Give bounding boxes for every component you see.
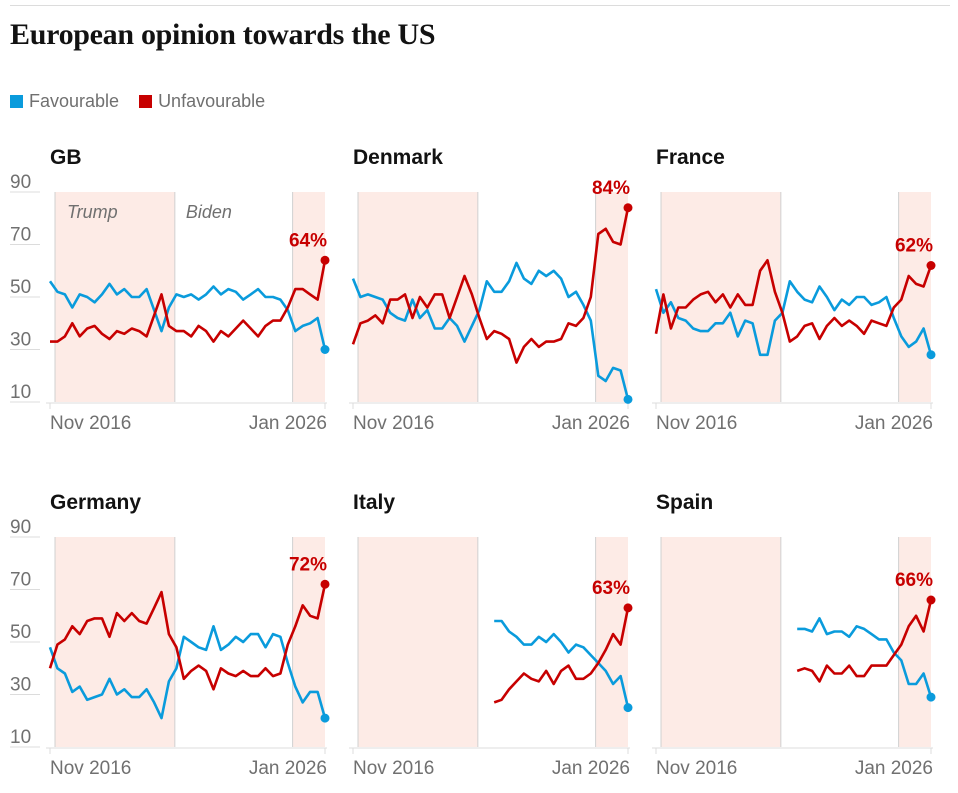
series-line-unfavourable <box>351 207 630 364</box>
period-shade-trump <box>55 537 175 747</box>
x-tick-label: Jan 2026 <box>855 758 933 779</box>
period-shade-trump <box>898 192 931 402</box>
x-tick-label: Nov 2016 <box>50 758 131 779</box>
end-point-favourable <box>320 345 330 354</box>
series-line-favourable <box>351 261 630 400</box>
end-value-label: 66% <box>895 570 933 591</box>
legend-swatch-unfavourable <box>139 95 153 108</box>
series-line-unfavourable <box>493 607 630 704</box>
series-line-unfavourable <box>48 584 327 691</box>
end-point-favourable <box>623 394 633 404</box>
series-line-unfavourable <box>50 260 327 343</box>
panel-title-denmark: Denmark <box>353 146 443 169</box>
x-tick-label: Nov 2016 <box>353 413 434 434</box>
series-line-unfavourable <box>654 259 933 343</box>
x-tick-label: Nov 2016 <box>353 758 434 779</box>
end-point-unfavourable <box>320 579 330 589</box>
panel-title-spain: Spain <box>656 491 713 514</box>
end-point-unfavourable <box>623 203 633 213</box>
legend-item-unfavourable: Unfavourable <box>139 91 265 112</box>
y-tick-label: 10 <box>10 727 31 748</box>
legend-label-unfavourable: Unfavourable <box>158 91 266 111</box>
period-shade-trump <box>898 537 931 747</box>
y-tick-label: 90 <box>10 172 31 193</box>
panel-title-gb: GB <box>50 146 82 169</box>
end-value-label: 72% <box>289 554 327 575</box>
end-point-favourable <box>926 692 936 702</box>
x-tick-label: Nov 2016 <box>656 758 737 779</box>
period-label-biden: Biden <box>186 202 232 222</box>
x-tick-label: Jan 2026 <box>249 413 327 434</box>
x-tick-label: Nov 2016 <box>50 413 131 434</box>
period-shade-trump <box>595 192 628 402</box>
x-tick-label: Jan 2026 <box>249 758 327 779</box>
end-point-unfavourable <box>320 255 330 265</box>
chart-title: European opinion towards the US <box>10 18 436 51</box>
legend-label-favourable: Favourable <box>29 91 120 111</box>
period-shade-trump <box>292 192 325 402</box>
series-line-favourable <box>797 617 933 698</box>
end-point-favourable <box>623 703 633 713</box>
top-rule <box>10 5 950 6</box>
y-tick-label: 30 <box>10 330 31 351</box>
series-line-favourable <box>494 619 630 708</box>
y-tick-label: 10 <box>10 382 31 403</box>
period-shade-trump <box>292 537 325 747</box>
series-line-favourable <box>654 280 933 357</box>
x-tick-label: Jan 2026 <box>552 413 630 434</box>
x-tick-label: Jan 2026 <box>855 413 933 434</box>
end-value-label: 64% <box>289 230 327 251</box>
period-shade-trump <box>661 537 781 747</box>
period-shade-trump <box>358 537 478 747</box>
end-point-unfavourable <box>623 603 633 613</box>
end-point-favourable <box>320 713 330 723</box>
period-shade-trump <box>595 537 628 747</box>
end-point-unfavourable <box>926 261 936 270</box>
y-tick-label: 70 <box>10 570 31 591</box>
end-value-label: 84% <box>592 178 630 199</box>
period-shade-trump <box>55 192 175 402</box>
end-value-label: 63% <box>592 578 630 599</box>
panel-title-germany: Germany <box>50 491 141 514</box>
legend-item-favourable: Favourable <box>10 91 119 112</box>
end-point-favourable <box>926 350 936 360</box>
y-tick-label: 50 <box>10 277 31 298</box>
series-line-favourable <box>48 280 327 350</box>
y-tick-label: 30 <box>10 675 31 696</box>
series-line-unfavourable <box>796 599 933 683</box>
y-tick-label: 70 <box>10 225 31 246</box>
end-value-label: 62% <box>895 236 933 257</box>
end-point-unfavourable <box>926 595 936 605</box>
period-label-trump: Trump <box>67 202 118 222</box>
y-tick-label: 90 <box>10 517 31 538</box>
legend-swatch-favourable <box>10 95 23 108</box>
y-tick-label: 50 <box>10 622 31 643</box>
x-tick-label: Jan 2026 <box>552 758 630 779</box>
series-line-favourable <box>48 625 327 720</box>
x-tick-label: Nov 2016 <box>656 413 737 434</box>
panel-title-france: France <box>656 146 725 169</box>
legend: Favourable Unfavourable <box>10 91 265 112</box>
panel-title-italy: Italy <box>353 491 395 514</box>
